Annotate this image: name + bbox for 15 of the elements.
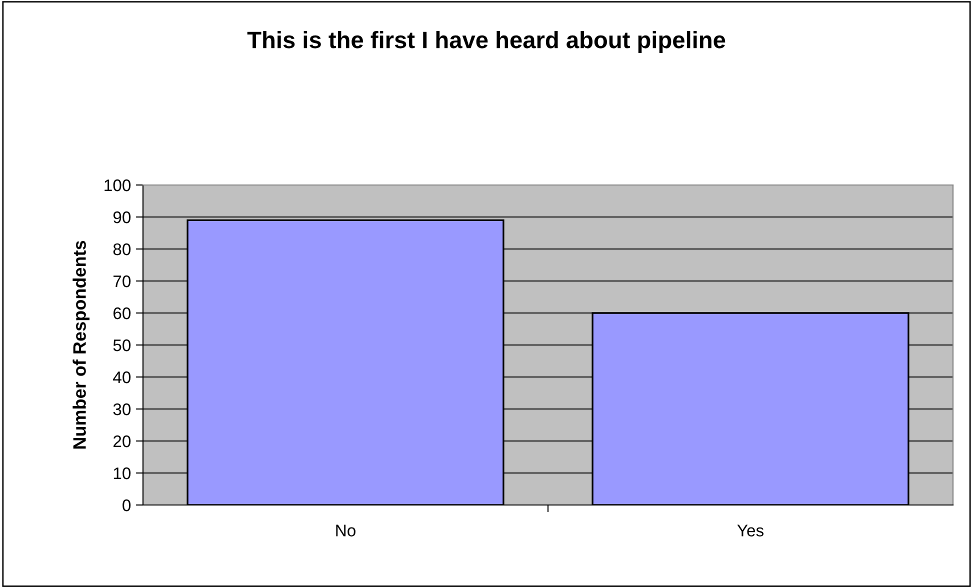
y-tick-label: 100	[104, 179, 131, 192]
y-tick-label: 50	[113, 339, 131, 352]
y-tick-label: 10	[114, 467, 131, 480]
y-tick-label: 70	[114, 275, 131, 288]
y-axis-title: Number of Respondents	[72, 240, 90, 449]
y-tick-label: 40	[113, 371, 131, 384]
x-tick-label: Yes	[737, 524, 764, 536]
y-tick-label: 80	[113, 243, 131, 256]
y-tick-label: 30	[113, 403, 131, 416]
y-tick-label: 90	[113, 211, 131, 224]
y-tick-label: 0	[122, 499, 131, 512]
x-tick-label: No	[336, 524, 356, 536]
y-tick-label: 20	[113, 435, 131, 448]
chart-title: This is the first I have heard about pipeline	[247, 30, 726, 54]
y-tick-label: 60	[114, 307, 131, 320]
